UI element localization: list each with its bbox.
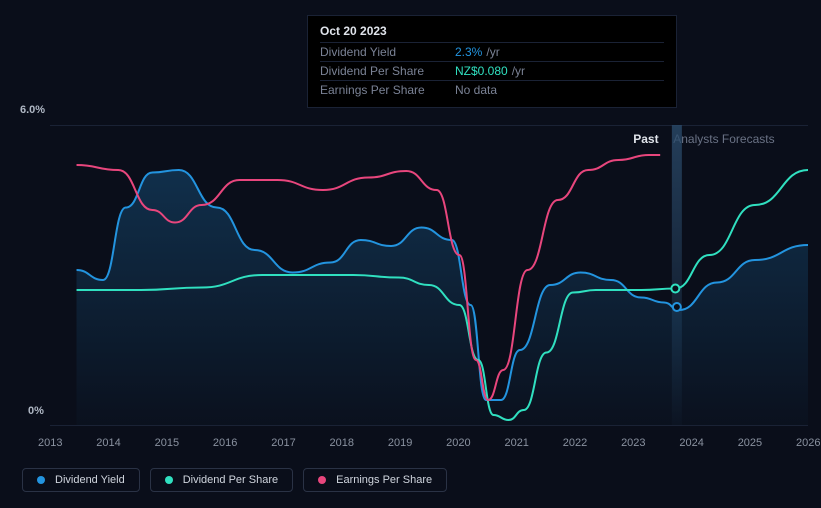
tooltip-row-value: NZ$0.080/yr	[455, 64, 525, 78]
x-axis-tick: 2025	[738, 437, 762, 449]
tooltip-row-label: Dividend Yield	[320, 45, 455, 59]
legend-dot	[165, 476, 173, 484]
tooltip-date: Oct 20 2023	[320, 24, 664, 42]
x-axis-tick: 2021	[504, 437, 528, 449]
x-axis-tick: 2013	[38, 437, 62, 449]
legend-dot	[37, 476, 45, 484]
y-min-label: 0%	[28, 405, 44, 417]
tooltip-row: Dividend Per ShareNZ$0.080/yr	[320, 61, 664, 80]
tooltip-row: Earnings Per ShareNo data	[320, 80, 664, 99]
legend-label: Dividend Yield	[55, 474, 125, 486]
chart-area: 6.0% 0% 20132014201520162017201820192020…	[20, 110, 808, 430]
chart-plot	[50, 110, 808, 430]
x-axis-tick: 2026	[796, 437, 820, 449]
legend-item[interactable]: Dividend Per Share	[150, 468, 293, 492]
x-axis-tick: 2017	[271, 437, 295, 449]
tooltip: Oct 20 2023 Dividend Yield2.3%/yrDividen…	[307, 15, 677, 108]
legend-item[interactable]: Dividend Yield	[22, 468, 140, 492]
x-axis-tick: 2015	[155, 437, 179, 449]
y-max-label: 6.0%	[20, 104, 45, 116]
x-axis-tick: 2016	[213, 437, 237, 449]
legend-dot	[318, 476, 326, 484]
x-axis-tick: 2023	[621, 437, 645, 449]
x-axis-tick: 2019	[388, 437, 412, 449]
x-axis-tick: 2024	[679, 437, 703, 449]
legend-label: Earnings Per Share	[336, 474, 432, 486]
x-axis-tick: 2022	[563, 437, 587, 449]
x-axis-tick: 2018	[330, 437, 354, 449]
legend: Dividend Yield Dividend Per Share Earnings…	[22, 468, 447, 492]
tooltip-row-label: Earnings Per Share	[320, 83, 455, 97]
x-axis-tick: 2014	[96, 437, 120, 449]
tooltip-row-value: No data	[455, 83, 497, 97]
tooltip-row: Dividend Yield2.3%/yr	[320, 42, 664, 61]
legend-item[interactable]: Earnings Per Share	[303, 468, 447, 492]
tooltip-row-label: Dividend Per Share	[320, 64, 455, 78]
tooltip-row-value: 2.3%/yr	[455, 45, 500, 59]
x-axis-tick: 2020	[446, 437, 470, 449]
legend-label: Dividend Per Share	[183, 474, 278, 486]
